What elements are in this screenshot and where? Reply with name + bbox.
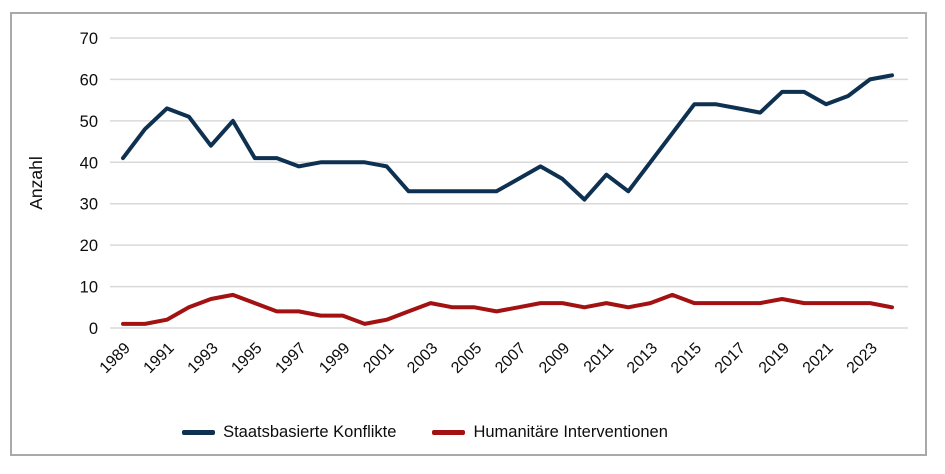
x-tick-label: 2009 [536,340,573,377]
legend-label: Humanitäre Interventionen [473,423,668,441]
series-line-staatsbasierte-konflikte [121,73,894,202]
x-tick-label: 1991 [141,340,178,377]
y-tick-label: 50 [80,113,98,131]
x-tick-label: 2013 [624,340,661,377]
y-tick-label: 20 [80,237,98,255]
blue-line-swatch-icon [182,430,216,435]
y-tick-label: 10 [80,279,98,297]
y-tick-label: 60 [80,71,98,89]
chart-outer-frame [10,12,927,456]
x-tick-label: 2007 [492,340,529,377]
red-line-swatch-icon [432,430,466,435]
x-tick-label: 1989 [97,340,134,377]
x-tick-label: 2023 [844,340,881,377]
x-tick-label: 1999 [316,340,353,377]
chart-legend: Staatsbasierte Konflikte Humanitäre Inte… [0,423,850,442]
x-tick-label: 1995 [228,340,265,377]
y-tick-label: 40 [80,154,98,172]
legend-item-staatsbasierte-konflikte: Staatsbasierte Konflikte [182,423,396,442]
x-tick-label: 1993 [185,340,222,377]
x-tick-label: 2021 [800,340,837,377]
y-tick-label: 70 [80,30,98,48]
y-tick-label: 30 [80,196,98,214]
y-tick-label: 0 [89,320,98,338]
x-tick-label: 2001 [360,340,397,377]
x-tick-label: 2019 [756,340,793,377]
series-line-humanitaere-interventionen [121,292,894,326]
legend-item-humanitaere-interventionen: Humanitäre Interventionen [432,423,668,442]
legend-label: Staatsbasierte Konflikte [223,423,397,441]
x-tick-label: 2015 [668,340,705,377]
y-axis-title: Anzahl [26,156,46,210]
x-tick-label: 2011 [581,340,617,376]
x-tick-label: 2017 [712,340,749,377]
x-tick-label: 1997 [272,340,309,377]
x-tick-label: 2003 [404,340,441,377]
x-tick-label: 2005 [448,340,485,377]
